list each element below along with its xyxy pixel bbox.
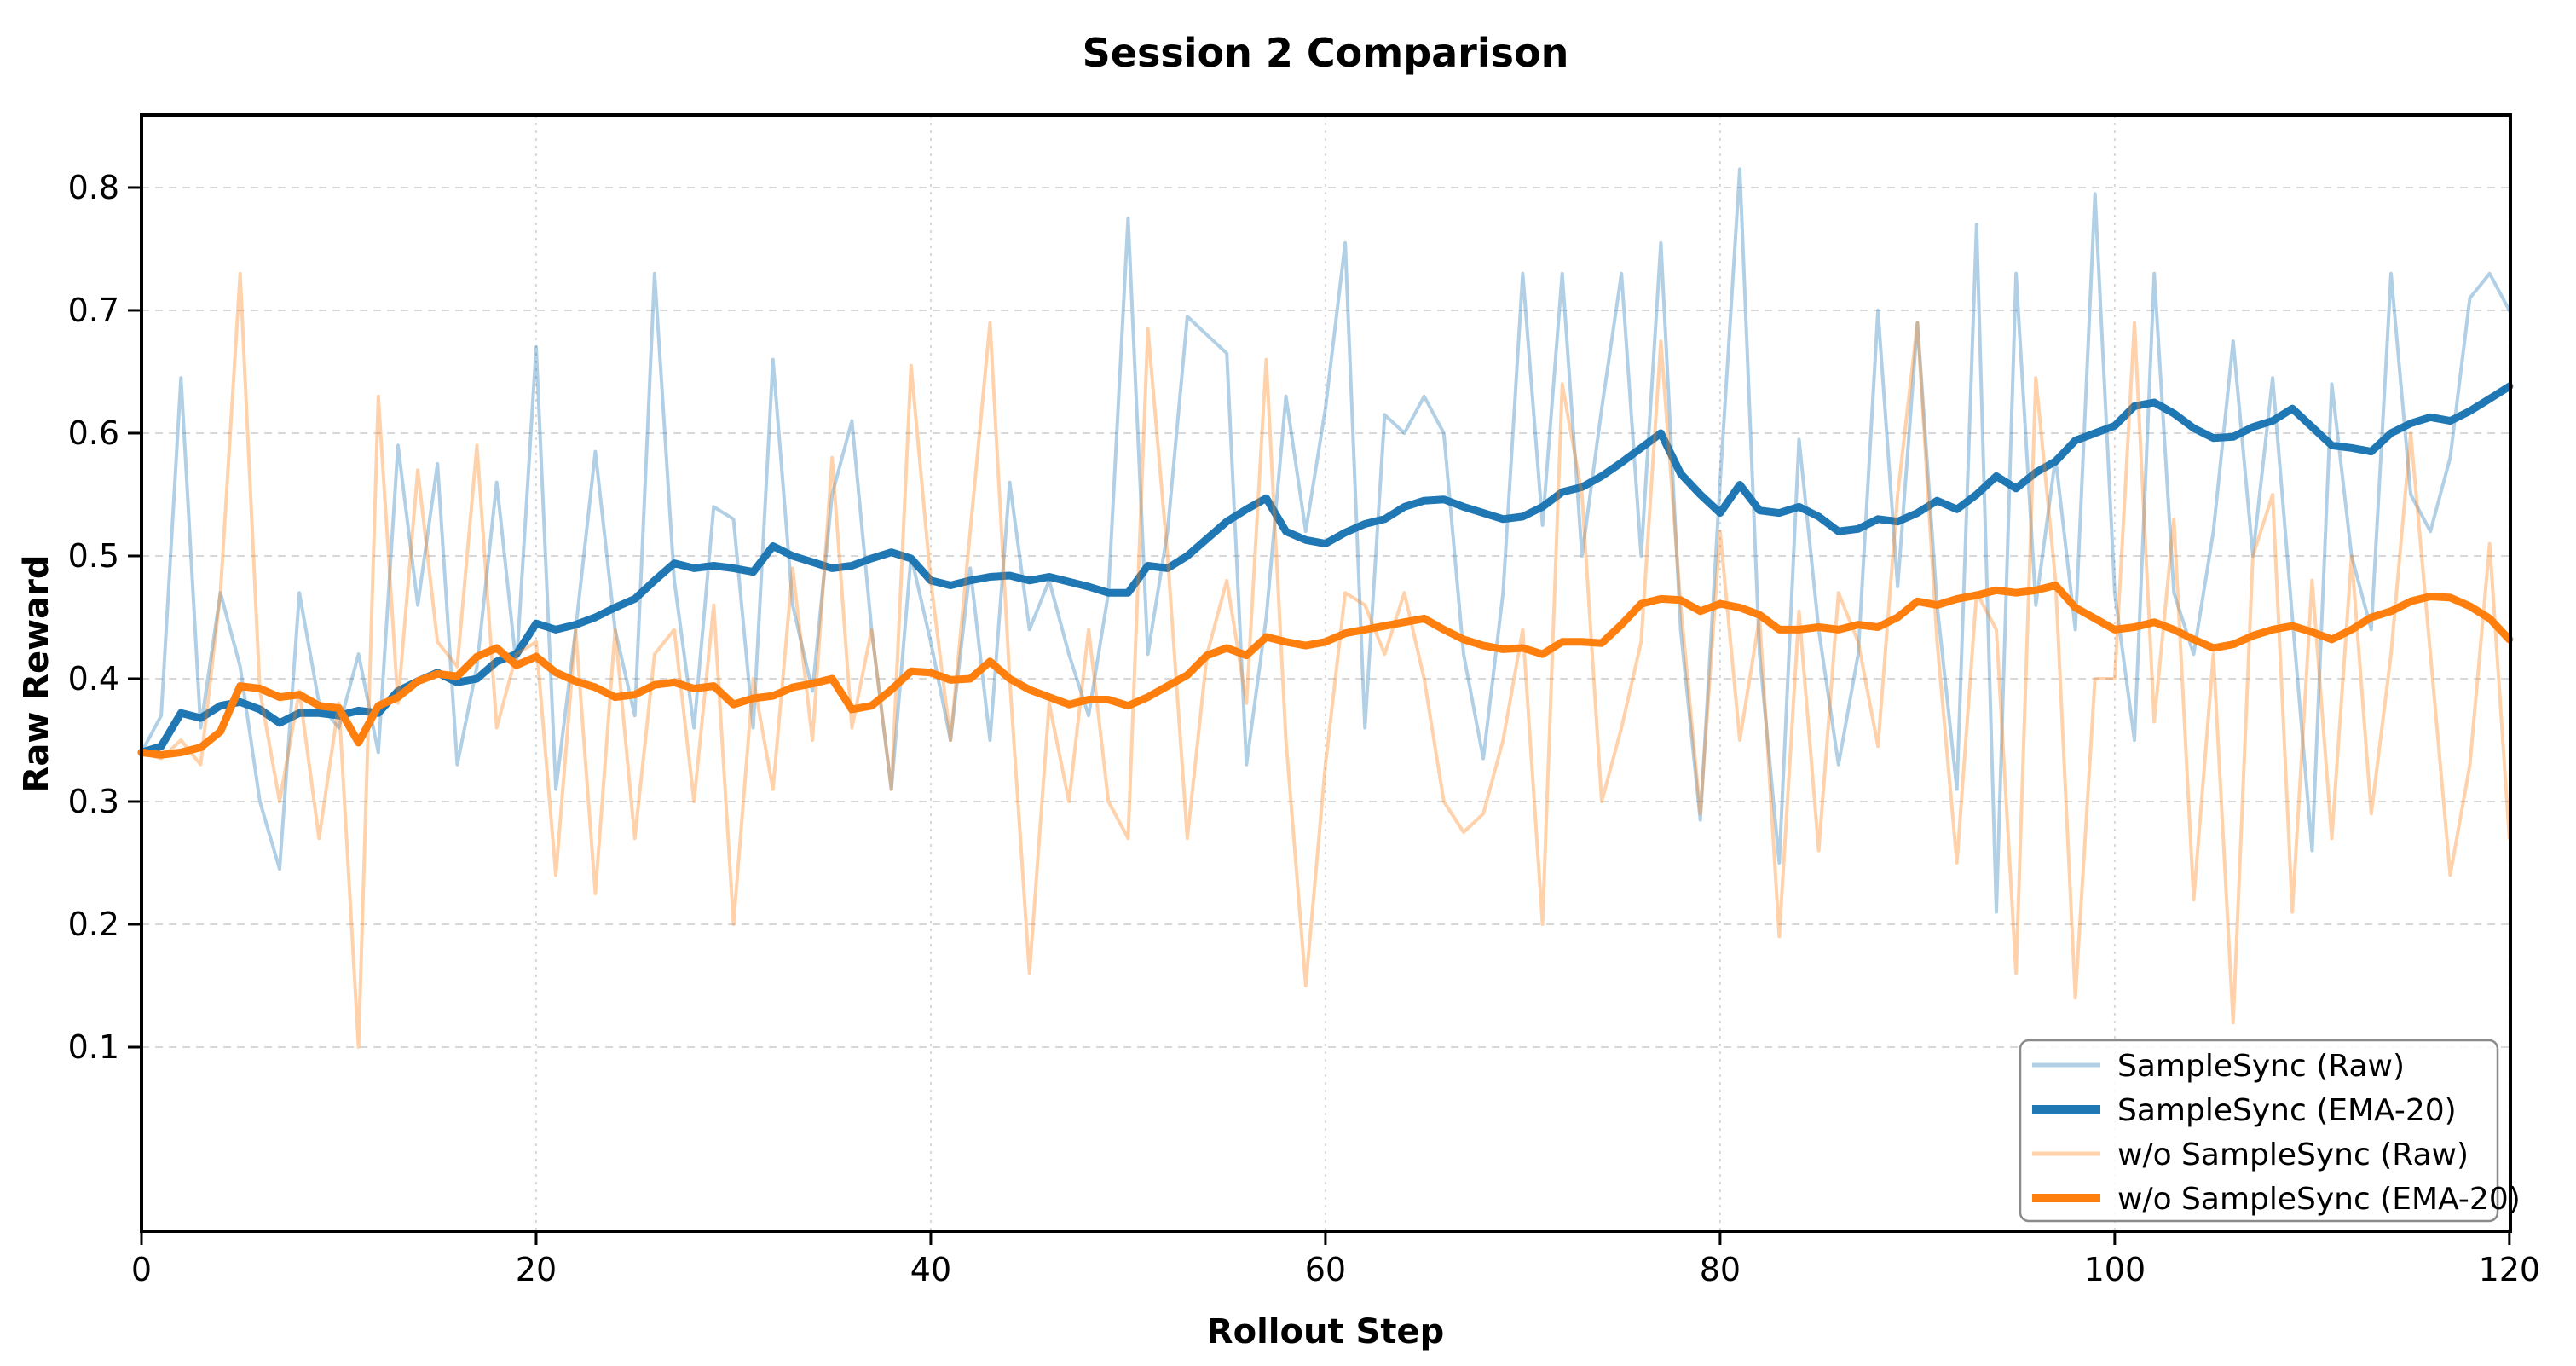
legend-label: SampleSync (EMA-20) xyxy=(2117,1093,2457,1128)
y-tick-label: 0.2 xyxy=(68,906,119,943)
legend-label: SampleSync (Raw) xyxy=(2117,1049,2405,1084)
y-tick-label: 0.8 xyxy=(68,169,119,206)
x-axis-label: Rollout Step xyxy=(1207,1312,1444,1352)
legend-label: w/o SampleSync (EMA-20) xyxy=(2117,1182,2521,1217)
y-tick-label: 0.3 xyxy=(68,783,119,820)
x-tick-label: 0 xyxy=(131,1251,152,1288)
series-line xyxy=(137,582,2514,759)
x-tick-label: 120 xyxy=(2479,1251,2541,1288)
chart-title: Session 2 Comparison xyxy=(1083,30,1569,76)
y-tick-label: 0.5 xyxy=(68,537,119,575)
y-axis-label: Raw Reward xyxy=(17,555,56,793)
series-line xyxy=(137,382,2514,756)
x-tick-label: 20 xyxy=(516,1251,557,1288)
y-tick-label: 0.4 xyxy=(68,660,119,697)
x-tick-label: 60 xyxy=(1305,1251,1346,1288)
y-tick-label: 0.6 xyxy=(68,414,119,452)
y-tick-label: 0.1 xyxy=(68,1028,119,1066)
y-tick-label: 0.7 xyxy=(68,292,119,329)
x-tick-label: 40 xyxy=(910,1251,951,1288)
series-line xyxy=(140,271,2511,1049)
legend-label: w/o SampleSync (Raw) xyxy=(2117,1137,2469,1172)
x-tick-label: 80 xyxy=(1700,1251,1741,1288)
x-tick-label: 100 xyxy=(2084,1251,2146,1288)
legend-box xyxy=(2019,1039,2499,1223)
series-line xyxy=(140,167,2511,914)
